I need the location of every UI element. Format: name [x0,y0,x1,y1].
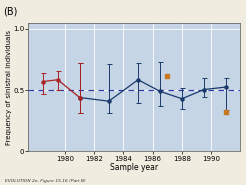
X-axis label: Sample year: Sample year [110,163,158,172]
Text: (B): (B) [3,6,17,16]
Y-axis label: Frequency of sinistral individuals: Frequency of sinistral individuals [6,30,12,145]
Text: EVOLUTION 2e, Figure 15.16 (Part B): EVOLUTION 2e, Figure 15.16 (Part B) [5,179,86,183]
